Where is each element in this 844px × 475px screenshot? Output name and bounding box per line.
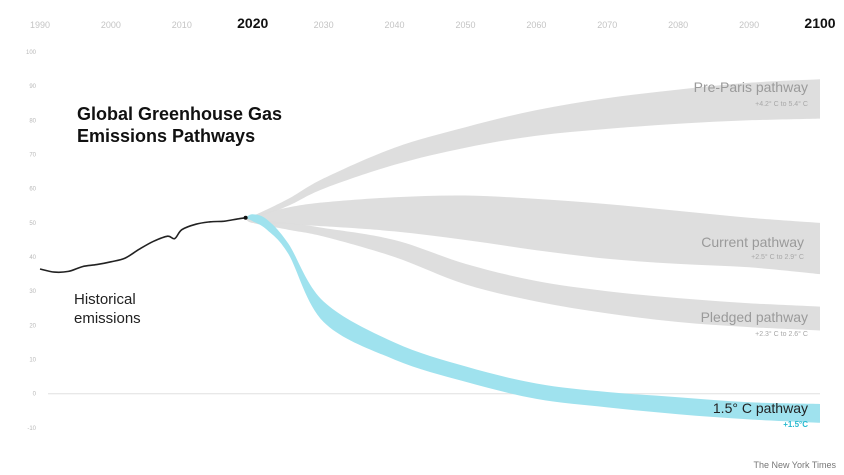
x-tick-label: 2050 [455,20,475,30]
current-pathway-band [245,195,821,275]
x-tick-label: 2070 [597,20,617,30]
pledged-pathway-label: Pledged pathway [701,309,808,325]
y-tick-label: 40 [29,255,36,261]
x-axis-ticks: 1990 2000 2010 2020 2030 2040 2050 2060 2070 2080… [30,15,836,31]
pledged-pathway-band [245,217,821,331]
historical-label-line: emissions [74,310,141,327]
y-tick-label: 80 [29,118,36,124]
pre-paris-pathway-band [245,79,821,221]
current-pathway-temperature-label: +2.5° C to 2.9° C [751,253,804,261]
band-labels: Pre-Paris pathway +4.2° C to 5.4° C Curren… [694,79,809,429]
current-pathway-label: Current pathway [701,234,804,250]
pre-paris-pathway-temperature-label: +4.2° C to 5.4° C [755,100,808,108]
x-tick-label: 2040 [385,20,405,30]
historical-endpoint-dot [243,215,248,220]
one-point-five-pathway-label: 1.5° C pathway [713,400,808,416]
pathway-bands [245,79,821,423]
y-tick-label: 60 [29,187,36,193]
y-tick-label: 100 [26,50,37,56]
y-tick-label: 90 [29,84,36,90]
historical-emissions-label: Historical emissions [74,291,141,327]
x-tick-label: 1990 [30,20,50,30]
chart-title: Global Greenhouse Gas Emissions Pathways [77,104,282,146]
x-tick-label: 2020 [237,15,268,31]
x-tick-label: 2100 [804,15,835,31]
y-tick-label: 30 [29,289,36,295]
historical-emissions-line [39,216,246,274]
x-tick-label: 2000 [101,20,121,30]
title-line: Global Greenhouse Gas [77,104,282,124]
title-line: Emissions Pathways [77,126,255,146]
x-tick-label: 2030 [314,20,334,30]
y-tick-label: -10 [27,426,36,432]
y-tick-label: 50 [29,221,36,227]
one-point-five-pathway-temperature-label: +1.5°C [783,420,808,429]
pledged-pathway-temperature-label: +2.3° C to 2.6° C [755,330,808,338]
y-tick-label: 20 [29,323,36,329]
y-axis-ticks: -10 0 10 20 30 40 50 60 70 80 90 100 [26,50,37,432]
x-tick-label: 2080 [668,20,688,30]
x-tick-label: 2090 [739,20,759,30]
pre-paris-pathway-label: Pre-Paris pathway [694,79,808,95]
x-tick-label: 2060 [526,20,546,30]
source-credit: The New York Times [753,460,836,470]
y-tick-label: 10 [29,358,36,364]
y-tick-label: 70 [29,153,36,159]
y-tick-label: 0 [33,392,37,398]
historical-label-line: Historical [74,291,136,308]
x-tick-label: 2010 [172,20,192,30]
